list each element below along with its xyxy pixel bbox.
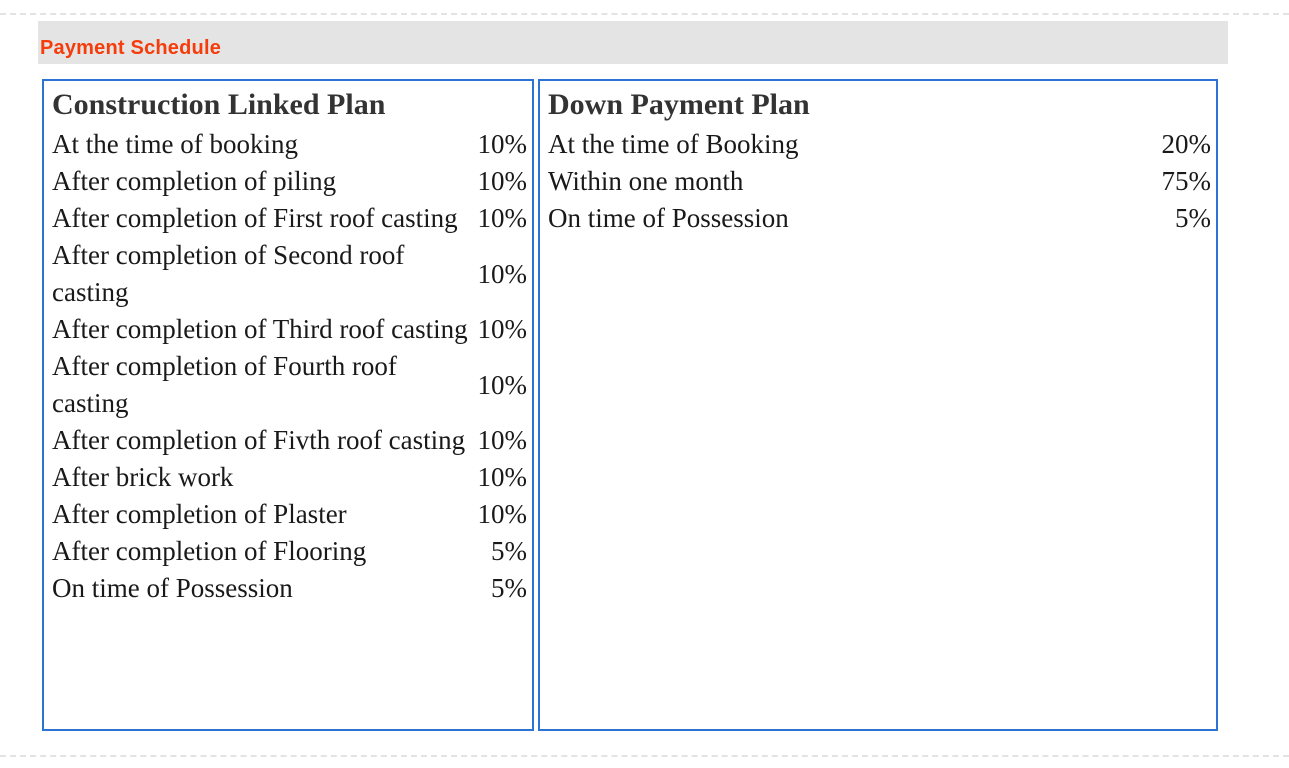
plan-rows-down-payment: At the time of Booking 20% Within one mo… [548,126,1211,237]
plan-row-value: 5% [491,536,527,566]
plan-row-value: 10% [477,499,528,529]
plan-row: After completion of Flooring 5% [52,533,527,570]
plan-row-label: After completion of piling [52,166,337,196]
section-title: Payment Schedule [40,37,222,59]
plan-row-value: 10% [477,425,528,455]
plan-box-construction-linked: Construction Linked Plan At the time of … [42,79,534,731]
plan-row: After completion of Fivth roof casting 1… [52,422,527,459]
plan-row-value: 10% [477,258,528,289]
plan-row-label: After completion of Fivth roof casting [52,425,466,455]
plan-row: After completion of Second roof casting … [52,237,527,311]
plan-row-label: At the time of Booking [548,129,799,159]
plan-row-label: After brick work [52,462,234,492]
plan-row: After brick work 10% [52,459,527,496]
plan-row-label: At the time of booking [52,129,298,159]
plan-row: After completion of piling 10% [52,163,527,200]
plan-row: Within one month 75% [548,163,1211,200]
top-divider [0,13,1289,15]
plan-row-value: 5% [491,573,527,603]
section-header-bar: Payment Schedule [38,21,1228,64]
plan-row-value: 75% [1161,166,1212,196]
plan-row-label: After completion of Flooring [52,536,367,566]
plan-row-value: 10% [477,166,528,196]
plan-row-label: On time of Possession [52,573,293,603]
plan-row-label: After completion of Third roof casting [52,314,468,344]
plan-row-label: After completion of First roof casting [52,203,458,233]
plan-rows-construction-linked: At the time of booking 10% After complet… [52,126,527,607]
plan-title-down-payment: Down Payment Plan [548,88,810,121]
plan-row-label: After completion of Plaster [52,499,347,529]
plans-container: Construction Linked Plan At the time of … [42,79,1218,731]
bottom-divider [0,755,1289,757]
plan-row-value: 10% [477,369,528,400]
plan-row-value: 5% [1175,203,1211,233]
plan-row: At the time of booking 10% [52,126,527,163]
plan-row-label: On time of Possession [548,203,789,233]
plan-row: After completion of First roof casting 1… [52,200,527,237]
plan-row: After completion of Plaster 10% [52,496,527,533]
plan-row: After completion of Fourth roof casting … [52,348,527,422]
plan-row: On time of Possession 5% [52,570,527,607]
plan-row-value: 10% [477,129,528,159]
plan-row-label: After completion of Fourth roof casting [52,351,397,418]
plan-row-value: 20% [1161,129,1212,159]
plan-row-value: 10% [477,462,528,492]
plan-row-label: After completion of Second roof casting [52,240,405,307]
plan-row: At the time of Booking 20% [548,126,1211,163]
plan-title-construction-linked: Construction Linked Plan [52,88,386,121]
plan-row-value: 10% [477,203,528,233]
plan-box-down-payment: Down Payment Plan At the time of Booking… [538,79,1218,731]
plan-row-label: Within one month [548,166,744,196]
plan-row-value: 10% [477,314,528,344]
plan-row: On time of Possession 5% [548,200,1211,237]
plan-row: After completion of Third roof casting 1… [52,311,527,348]
